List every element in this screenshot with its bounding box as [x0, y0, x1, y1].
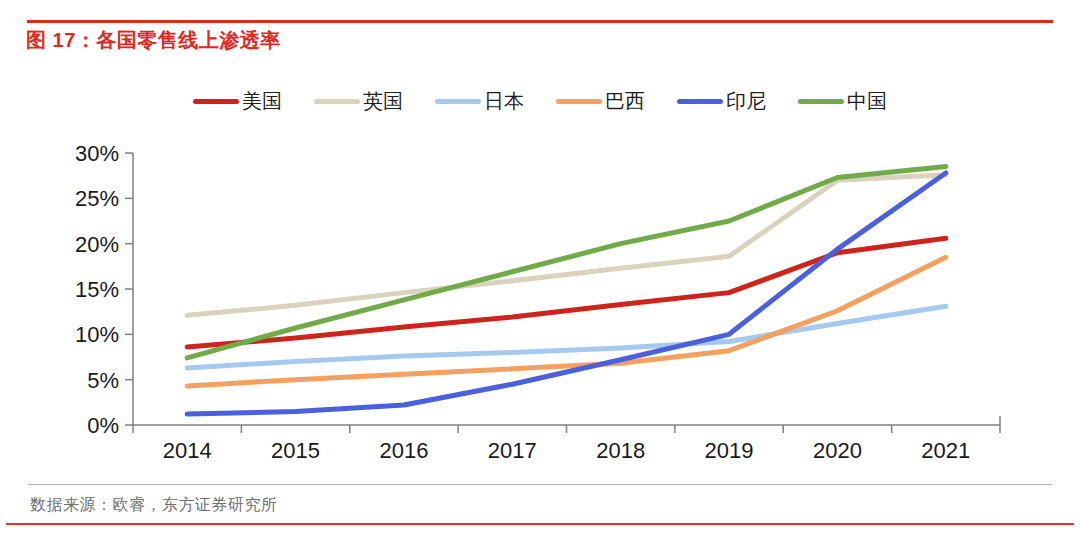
x-tick-label: 2021: [921, 438, 970, 463]
x-tick-label: 2015: [271, 438, 320, 463]
y-tick-label: 20%: [75, 232, 119, 257]
bottom-divider: [6, 523, 1074, 525]
figure-panel: 图 17：各国零售线上渗透率 美国英国日本巴西印尼中国 0%5%10%15%20…: [0, 0, 1080, 551]
series-line-5: [187, 167, 946, 358]
x-tick-label: 2017: [488, 438, 537, 463]
y-tick-label: 15%: [75, 277, 119, 302]
x-tick-label: 2019: [705, 438, 754, 463]
y-tick-label: 0%: [87, 413, 119, 438]
series-line-1: [187, 175, 946, 316]
line-chart: 0% 5% 10% 15% 20% 25% 30% 2014 2015 2016 2017 2018 2…: [0, 0, 1080, 551]
data-source: 数据来源：欧睿，东方证券研究所: [30, 495, 278, 516]
y-tick-label: 5%: [87, 368, 119, 393]
x-tick-label: 2018: [596, 438, 645, 463]
y-tick-label: 10%: [75, 322, 119, 347]
y-tick-label: 25%: [75, 186, 119, 211]
x-tick-label: 2016: [379, 438, 428, 463]
y-tick-label: 30%: [75, 141, 119, 166]
x-tick-label: 2020: [813, 438, 862, 463]
x-tick-label: 2014: [163, 438, 212, 463]
footer-divider: [28, 484, 1052, 485]
